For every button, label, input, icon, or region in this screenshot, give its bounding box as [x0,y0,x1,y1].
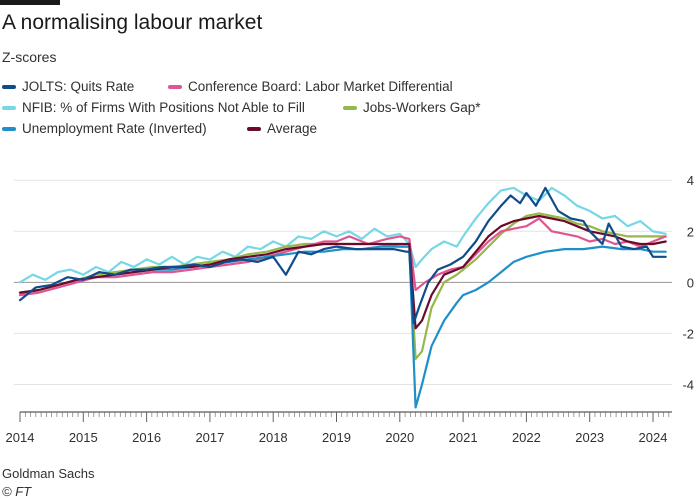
legend-item-jolts: JOLTS: Quits Rate [2,79,134,94]
legend-item-unemployment: Unemployment Rate (Inverted) [2,121,207,136]
y-tick-label: 4 [687,173,694,188]
line-chart: 4 2 0 -2 -4 2014 2015 2016 2017 2018 2019 2020 2021… [6,173,694,445]
y-tick-label: -4 [682,377,694,392]
legend-item-nfib: NFIB: % of Firms With Positions Not Able… [2,100,305,115]
x-tick-label: 2018 [259,430,288,445]
legend-label-conference-board: Conference Board: Labor Market Different… [188,79,453,94]
y-tick-label: -2 [682,326,694,341]
legend-label-average: Average [267,121,318,136]
legend-item-jobs-workers-gap: Jobs-Workers Gap* [343,100,481,115]
y-axis-ticks: 4 2 0 -2 -4 [682,173,694,392]
top-accent-bar [0,0,60,5]
x-tick-label: 2020 [385,430,414,445]
series-lines [18,186,667,409]
legend-swatch-conference-board [168,84,182,89]
series-line-jolts-quits-rate [18,186,667,325]
legend-label-unemployment: Unemployment Rate (Inverted) [22,121,207,136]
y-tick-label: 2 [687,224,694,239]
legend-item-average: Average [247,121,317,136]
legend-label-jolts: JOLTS: Quits Rate [22,79,135,94]
legend-swatch-unemployment [2,126,16,131]
x-tick-label: 2021 [449,430,478,445]
x-tick-label: 2019 [322,430,351,445]
chart-title: A normalising labour market [2,11,263,34]
source-note: Goldman Sachs [2,466,95,481]
x-tick-label: 2015 [69,430,98,445]
legend-swatch-jolts [2,84,16,89]
legend-swatch-jobs-workers-gap [343,105,357,110]
x-tick-label: 2022 [512,430,541,445]
legend-swatch-average [247,126,261,131]
chart-subtitle: Z-scores [2,49,57,65]
grid-lines [14,179,672,385]
series-line-conference-board-labor-market-differential [18,217,667,297]
chart-legend: JOLTS: Quits Rate Conference Board: Labo… [2,79,692,143]
legend-item-conference-board: Conference Board: Labor Market Different… [168,79,453,94]
series-line-nfib-of-firms-with-positions-not-able-to-fill [18,186,667,284]
x-tick-label: 2016 [132,430,161,445]
series-line-unemployment-rate-inverted [18,245,667,409]
y-tick-label: 0 [687,275,694,290]
legend-label-nfib: NFIB: % of Firms With Positions Not Able… [22,100,305,115]
legend-swatch-nfib [2,105,16,110]
x-tick-label: 2014 [6,430,35,445]
x-tick-label: 2024 [639,430,668,445]
x-axis: 2014 2015 2016 2017 2018 2019 2020 2021 2022 2023… [6,411,672,445]
copyright-note: © FT [2,484,32,499]
legend-label-jobs-workers-gap: Jobs-Workers Gap* [363,100,481,115]
x-tick-label: 2023 [575,430,604,445]
x-tick-label: 2017 [195,430,224,445]
